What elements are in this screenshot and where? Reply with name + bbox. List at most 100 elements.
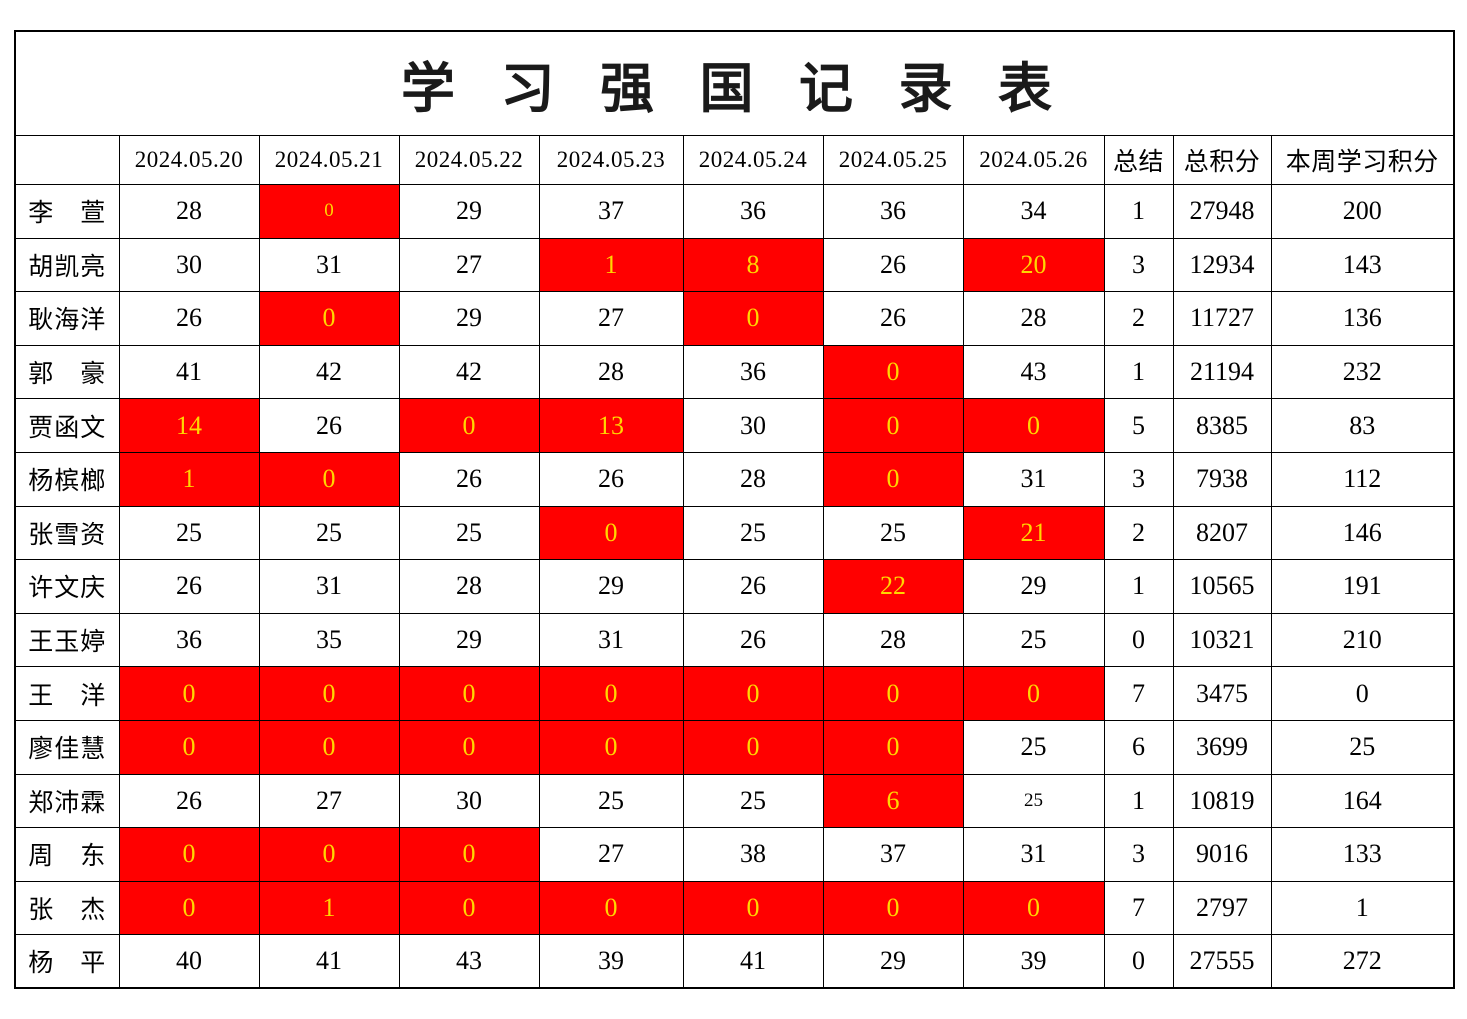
total-cell: 9016 (1172, 827, 1272, 882)
score-cell-highlighted: 13 (538, 398, 684, 453)
summary-cell: 0 (1103, 934, 1174, 989)
score-cell: 28 (962, 291, 1105, 346)
table-body: 李 萱 28 0 29 37 36 36 34 1 27948 200 胡凯亮 30 31 27 1 8 26 20… (14, 184, 1455, 989)
score-cell: 28 (822, 612, 964, 668)
score-cell: 29 (962, 559, 1105, 614)
week-cell: 133 (1270, 827, 1455, 882)
total-cell: 10565 (1172, 559, 1272, 614)
score-cell: 25 (682, 505, 824, 561)
score-cell-highlighted: 0 (118, 880, 260, 936)
score-cell: 31 (962, 827, 1105, 882)
total-cell: 8385 (1172, 398, 1272, 453)
score-cell-highlighted: 0 (822, 451, 964, 507)
person-name: 贾函文 (14, 398, 120, 453)
header-date: 2024.05.23 (538, 135, 684, 185)
score-cell-highlighted: 0 (682, 880, 824, 936)
score-cell: 25 (962, 719, 1105, 775)
person-name: 周 东 (14, 827, 120, 882)
score-cell: 31 (258, 237, 400, 293)
score-cell: 28 (118, 184, 260, 239)
table-row: 胡凯亮 30 31 27 1 8 26 20 3 12934 143 (14, 237, 1455, 293)
total-cell: 3475 (1172, 666, 1272, 721)
score-cell-highlighted: 0 (538, 719, 684, 775)
score-cell: 25 (118, 505, 260, 561)
week-cell: 232 (1270, 344, 1455, 400)
week-cell: 0 (1270, 666, 1455, 721)
score-cell: 43 (398, 934, 540, 989)
score-cell: 31 (538, 612, 684, 668)
score-cell-highlighted: 0 (538, 880, 684, 936)
score-cell-highlighted: 8 (682, 237, 824, 293)
score-cell: 36 (118, 612, 260, 668)
score-cell-highlighted: 0 (822, 666, 964, 721)
table-row: 郭 豪 41 42 42 28 36 0 43 1 21194 232 (14, 344, 1455, 400)
score-cell-highlighted: 0 (398, 666, 540, 721)
total-cell: 27555 (1172, 934, 1272, 989)
header-name-blank (14, 135, 120, 185)
score-cell: 29 (398, 291, 540, 346)
week-cell: 112 (1270, 451, 1455, 507)
title-row: 学 习 强 国 记 录 表 (14, 30, 1455, 136)
score-cell-highlighted: 0 (682, 719, 824, 775)
score-cell: 39 (538, 934, 684, 989)
summary-cell: 7 (1103, 880, 1174, 936)
score-cell: 31 (962, 451, 1105, 507)
table-row: 杨槟榔 1 0 26 26 28 0 31 3 7938 112 (14, 451, 1455, 507)
score-cell-highlighted: 0 (258, 666, 400, 721)
header-date: 2024.05.20 (118, 135, 260, 185)
person-name: 王 洋 (14, 666, 120, 721)
score-cell: 25 (398, 505, 540, 561)
score-cell: 35 (258, 612, 400, 668)
score-cell: 30 (118, 237, 260, 293)
table-head: 学 习 强 国 记 录 表 2024.05.20 2024.05.21 2024… (14, 30, 1455, 185)
score-cell-highlighted: 1 (538, 237, 684, 293)
score-cell: 29 (822, 934, 964, 989)
person-name: 王玉婷 (14, 612, 120, 668)
score-cell: 26 (822, 291, 964, 346)
score-cell-highlighted: 0 (398, 880, 540, 936)
score-cell-highlighted: 0 (118, 827, 260, 882)
page-title: 学 习 强 国 记 录 表 (14, 30, 1455, 136)
score-cell: 34 (962, 184, 1105, 239)
summary-cell: 0 (1103, 612, 1174, 668)
score-cell-highlighted: 0 (822, 880, 964, 936)
score-cell: 41 (118, 344, 260, 400)
score-cell-highlighted: 0 (258, 719, 400, 775)
total-cell: 10819 (1172, 773, 1272, 829)
summary-cell: 2 (1103, 291, 1174, 346)
score-cell: 27 (538, 827, 684, 882)
table-row: 张 杰 0 1 0 0 0 0 0 7 2797 1 (14, 880, 1455, 936)
total-cell: 21194 (1172, 344, 1272, 400)
week-cell: 191 (1270, 559, 1455, 614)
score-cell-highlighted: 0 (538, 666, 684, 721)
score-cell: 26 (682, 612, 824, 668)
person-name: 胡凯亮 (14, 237, 120, 293)
score-cell: 28 (538, 344, 684, 400)
summary-cell: 3 (1103, 451, 1174, 507)
score-cell: 25 (962, 612, 1105, 668)
week-cell: 143 (1270, 237, 1455, 293)
header-date: 2024.05.21 (258, 135, 400, 185)
week-cell: 1 (1270, 880, 1455, 936)
score-cell-highlighted: 0 (822, 398, 964, 453)
week-cell: 25 (1270, 719, 1455, 775)
total-cell: 10321 (1172, 612, 1272, 668)
total-cell: 2797 (1172, 880, 1272, 936)
score-cell-highlighted: 22 (822, 559, 964, 614)
score-cell: 26 (398, 451, 540, 507)
table-row: 耿海洋 26 0 29 27 0 26 28 2 11727 136 (14, 291, 1455, 346)
week-cell: 136 (1270, 291, 1455, 346)
person-name: 郭 豪 (14, 344, 120, 400)
score-cell: 25 (258, 505, 400, 561)
summary-cell: 5 (1103, 398, 1174, 453)
score-cell: 41 (258, 934, 400, 989)
table-row: 张雪资 25 25 25 0 25 25 21 2 8207 146 (14, 505, 1455, 561)
person-name: 李 萱 (14, 184, 120, 239)
table-row: 许文庆 26 31 28 29 26 22 29 1 10565 191 (14, 559, 1455, 614)
score-cell: 29 (398, 612, 540, 668)
score-cell: 41 (682, 934, 824, 989)
score-cell: 25 (962, 773, 1105, 829)
person-name: 杨 平 (14, 934, 120, 989)
summary-cell: 2 (1103, 505, 1174, 561)
summary-cell: 1 (1103, 559, 1174, 614)
